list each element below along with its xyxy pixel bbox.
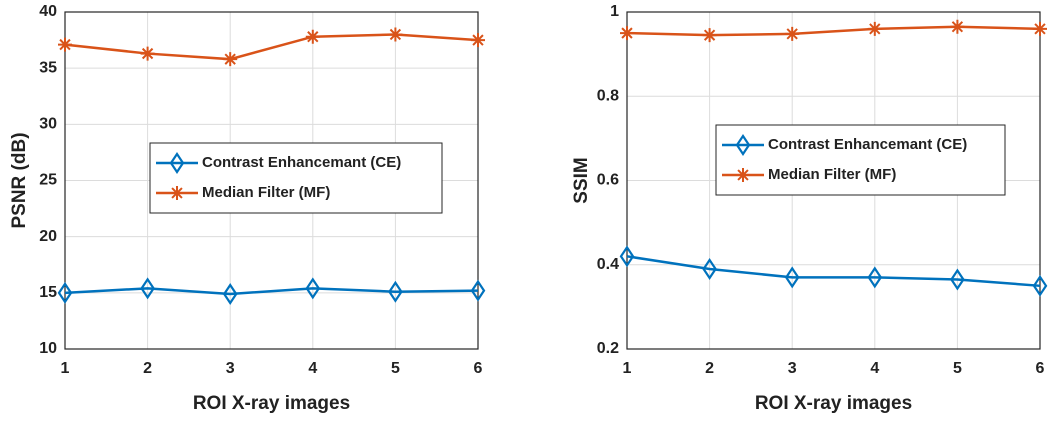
- y-tick-label: 35: [39, 59, 57, 76]
- x-tick-label: 3: [788, 360, 797, 377]
- series-line: [64, 33, 479, 61]
- marker-asterisk: [170, 186, 184, 200]
- marker-diamond: [222, 282, 238, 305]
- series-line: [626, 255, 1041, 288]
- marker-asterisk: [58, 37, 72, 52]
- x-axis-label: ROI X-ray images: [755, 393, 912, 414]
- plot-frame: [626, 11, 1041, 350]
- x-axis-label: ROI X-ray images: [193, 393, 350, 414]
- y-axis-label: SSIM: [571, 157, 592, 203]
- marker-asterisk: [223, 52, 238, 67]
- legend-box: [715, 124, 1006, 196]
- marker-asterisk: [388, 27, 403, 42]
- marker-diamond: [1032, 274, 1048, 297]
- plot-frame: [64, 11, 479, 350]
- marker-diamond: [784, 266, 800, 289]
- y-tick-label: 30: [39, 116, 57, 133]
- y-tick-label: 0.6: [597, 172, 619, 189]
- marker-diamond: [169, 152, 185, 174]
- marker-diamond: [702, 257, 717, 280]
- y-tick-label: 10: [39, 340, 57, 357]
- legend-label: Contrast Enhancemant (CE): [768, 136, 967, 153]
- x-tick-label: 1: [61, 360, 70, 377]
- marker-diamond: [388, 280, 403, 303]
- y-tick-label: 0.2: [597, 340, 619, 357]
- y-tick-label: 20: [39, 228, 57, 245]
- marker-diamond: [735, 134, 751, 156]
- x-tick-label: 4: [308, 360, 317, 377]
- marker-asterisk: [471, 33, 485, 48]
- marker-asterisk: [867, 21, 882, 36]
- x-tick-label: 1: [623, 360, 632, 377]
- marker-diamond: [140, 277, 155, 300]
- marker-asterisk: [950, 19, 965, 34]
- marker-diamond: [619, 245, 635, 268]
- marker-asterisk: [702, 28, 717, 43]
- y-tick-label: 25: [39, 172, 57, 189]
- x-tick-label: 6: [1036, 360, 1045, 377]
- x-tick-label: 5: [953, 360, 962, 377]
- x-tick-label: 6: [474, 360, 483, 377]
- y-tick-label: 0.8: [597, 87, 619, 104]
- legend-label: Median Filter (MF): [202, 184, 330, 201]
- legend-label: Contrast Enhancemant (CE): [202, 154, 401, 171]
- marker-asterisk: [1033, 21, 1047, 36]
- marker-diamond: [305, 277, 321, 300]
- x-tick-label: 2: [143, 360, 152, 377]
- y-tick-label: 1: [610, 3, 619, 20]
- legend-label: Median Filter (MF): [768, 166, 896, 183]
- marker-diamond: [470, 279, 486, 302]
- x-tick-label: 3: [226, 360, 235, 377]
- y-tick-label: 40: [39, 3, 57, 20]
- marker-diamond: [867, 266, 883, 289]
- marker-diamond: [950, 268, 965, 291]
- series-line: [64, 287, 479, 296]
- x-tick-label: 2: [705, 360, 714, 377]
- marker-diamond: [57, 281, 73, 304]
- marker-asterisk: [620, 26, 634, 41]
- y-tick-label: 15: [39, 284, 57, 301]
- y-tick-label: 0.4: [597, 256, 619, 273]
- marker-asterisk: [305, 29, 320, 44]
- marker-asterisk: [785, 26, 800, 41]
- marker-asterisk: [140, 46, 155, 61]
- x-tick-label: 4: [870, 360, 879, 377]
- marker-asterisk: [736, 168, 750, 182]
- series-line: [626, 25, 1041, 37]
- y-axis-label: PSNR (dB): [9, 132, 30, 228]
- legend-box: [149, 142, 443, 214]
- x-tick-label: 5: [391, 360, 400, 377]
